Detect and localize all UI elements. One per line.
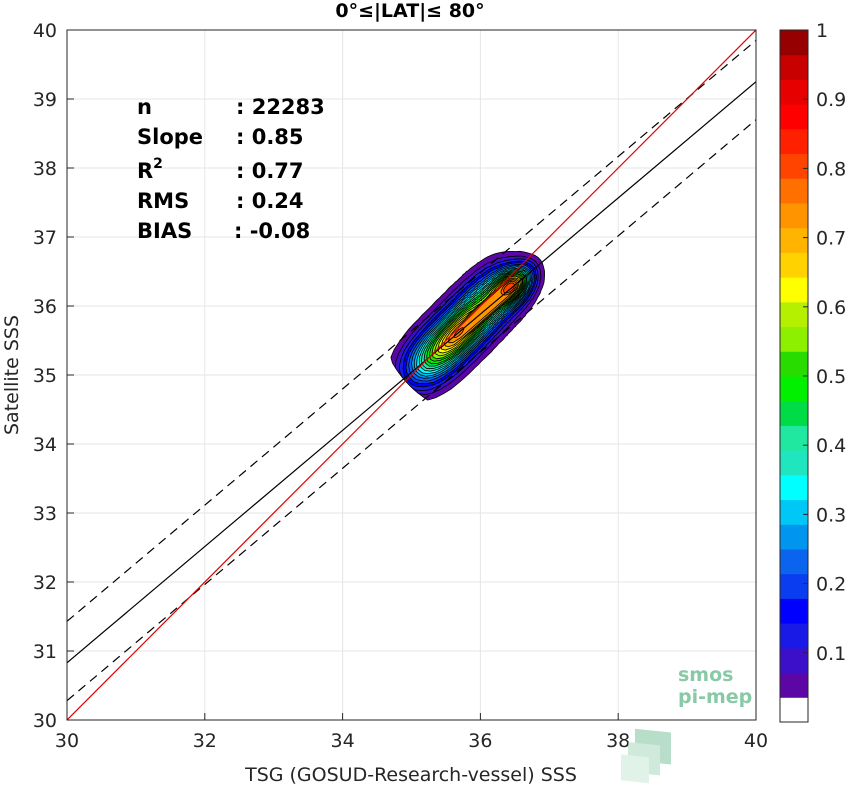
colorbar-swatch <box>780 351 808 377</box>
colorbar-swatch <box>780 400 808 426</box>
y-axis-label: Satellite SSS <box>1 315 23 435</box>
colorbar-swatch <box>780 277 808 303</box>
colorbar-swatch <box>780 425 808 451</box>
colorbar-swatch <box>780 647 808 674</box>
colorbar-swatch <box>780 549 808 575</box>
y-tick-label: 34 <box>33 434 57 456</box>
x-axis: 30 32 34 36 38 40 <box>55 713 768 752</box>
logo-line2: pi-mep <box>678 686 752 708</box>
colorbar-swatch <box>780 227 808 253</box>
fit-line <box>67 81 756 664</box>
colorbar-tick-label: 0.3 <box>816 504 846 526</box>
y-tick-label: 33 <box>33 503 57 525</box>
colorbar: 0.1 0.2 0.3 0.4 0.5 0.6 0.7 0.8 0.9 1 <box>779 20 846 723</box>
stat-label: n <box>137 95 152 119</box>
colorbar-tick-label: 0.8 <box>816 158 846 180</box>
stat-label-sup: 2 <box>153 156 163 172</box>
smos-pi-mep-logo: smos pi-mep <box>621 664 752 784</box>
colorbar-swatch <box>780 30 808 56</box>
colorbar-swatch <box>780 301 808 328</box>
reference-lines <box>67 30 756 720</box>
colorbar-swatch <box>780 203 808 229</box>
x-tick-label: 32 <box>193 730 217 752</box>
colorbar-swatch <box>780 128 808 155</box>
y-axis: 30 31 32 33 34 35 36 37 38 39 40 <box>33 20 74 732</box>
identity-line <box>67 30 756 720</box>
x-tick-label: 30 <box>55 730 79 752</box>
y-tick-label: 39 <box>33 89 57 111</box>
colorbar-tick-label: 0.5 <box>816 366 846 388</box>
logo-line1: smos <box>678 664 733 686</box>
x-axis-label: TSG (GOSUD-Research-vessel) SSS <box>244 764 577 786</box>
colorbar-swatch <box>780 376 808 402</box>
stat-value: : 0.77 <box>236 159 304 183</box>
y-tick-label: 40 <box>33 20 57 42</box>
stat-value: : 22283 <box>236 95 325 119</box>
x-tick-label: 38 <box>606 730 630 752</box>
colorbar-swatch <box>780 474 808 501</box>
colorbar-swatch <box>780 524 808 550</box>
stat-label: BIAS <box>137 219 192 243</box>
colorbar-swatch <box>780 598 808 624</box>
colorbar-swatch <box>780 623 808 649</box>
colorbar-swatch <box>780 153 808 179</box>
density-contours <box>390 250 545 401</box>
colorbar-swatch <box>780 104 808 130</box>
colorbar-swatch <box>780 178 808 204</box>
colorbar-swatch <box>780 499 808 525</box>
x-tick-label: 34 <box>331 730 355 752</box>
stat-value: : 0.85 <box>236 125 304 149</box>
stat-value: : 0.24 <box>236 189 304 213</box>
colorbar-swatch <box>780 450 808 476</box>
fit-upper-line <box>67 39 756 622</box>
stat-label: Slope <box>137 125 203 149</box>
colorbar-swatch <box>780 252 808 278</box>
colorbar-swatch <box>780 54 808 80</box>
y-tick-label: 30 <box>33 710 57 732</box>
y-tick-label: 35 <box>33 365 57 387</box>
chart-title: 0°≤|LAT|≤ 80° <box>335 0 484 22</box>
colorbar-swatch <box>780 573 808 599</box>
colorbar-swatch <box>780 672 808 698</box>
colorbar-tick-label: 0.6 <box>816 297 846 319</box>
y-tick-label: 38 <box>33 158 57 180</box>
colorbar-swatch <box>780 326 808 352</box>
colorbar-swatch <box>780 79 808 105</box>
stat-label: RMS <box>137 189 189 213</box>
y-tick-label: 37 <box>33 227 57 249</box>
y-tick-label: 31 <box>33 641 57 663</box>
y-tick-label: 32 <box>33 572 57 594</box>
logo-mark-icon <box>621 728 671 784</box>
x-tick-label: 36 <box>468 730 492 752</box>
colorbar-tick-label: 0.4 <box>816 435 846 457</box>
colorbar-swatch <box>780 697 808 723</box>
colorbar-tick-label: 0.1 <box>816 643 846 665</box>
y-tick-label: 36 <box>33 296 57 318</box>
fit-lower-line <box>67 119 756 702</box>
x-tick-label: 40 <box>744 730 768 752</box>
colorbar-tick-label: 1 <box>816 20 828 42</box>
colorbar-tick-label: 0.9 <box>816 89 846 111</box>
stat-value: : -0.08 <box>234 219 310 243</box>
colorbar-tick-label: 0.7 <box>816 228 846 250</box>
grid <box>66 29 757 721</box>
density-contour <box>503 282 515 294</box>
colorbar-tick-label: 0.2 <box>816 574 846 596</box>
